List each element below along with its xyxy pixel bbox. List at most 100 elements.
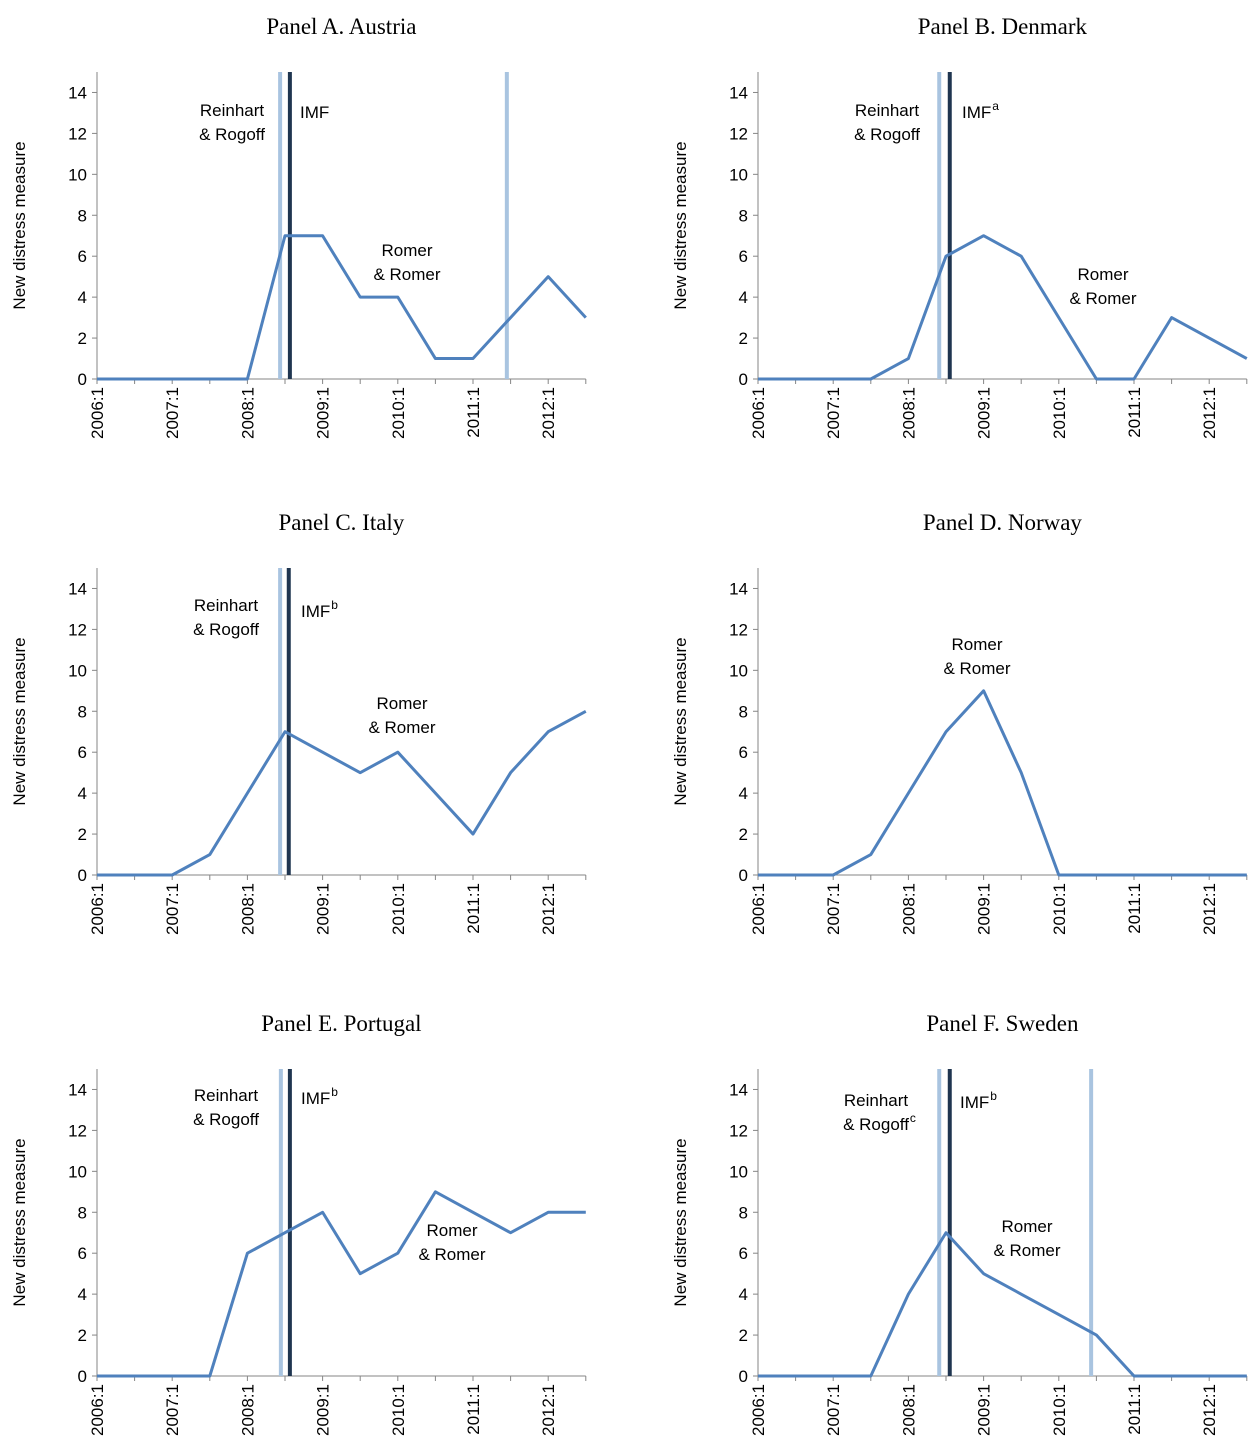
y-tick-label: 10 [68, 661, 87, 680]
annotation: Romer [376, 694, 427, 713]
x-tick-label: 2009:1 [314, 1384, 333, 1436]
data-line [97, 234, 587, 381]
x-tick-label: 2011:1 [1125, 883, 1144, 934]
x-tick-label: 2006:1 [749, 387, 768, 439]
y-axis-title: New distress measure [671, 141, 690, 309]
y-tick-label: 12 [68, 124, 87, 143]
annotation: Romer [426, 1221, 477, 1240]
y-tick-label: 8 [78, 702, 87, 721]
x-tick-label: 2006:1 [749, 883, 768, 935]
y-tick-label: 4 [78, 784, 87, 803]
panel-title: Panel F. Sweden [926, 1011, 1079, 1036]
x-tick-label: 2007:1 [824, 883, 843, 935]
y-tick-label: 10 [729, 165, 748, 184]
panel-title: Panel D. Norway [923, 510, 1083, 535]
y-tick-label: 2 [739, 329, 748, 348]
y-tick-label: 10 [729, 1162, 748, 1181]
data-line [758, 234, 1248, 381]
annotation: Romer [951, 635, 1002, 654]
x-tick-label: 2007:1 [163, 883, 182, 935]
y-tick-label: 14 [729, 83, 748, 102]
y-axis-title: New distress measure [10, 1138, 29, 1306]
y-tick-label: 8 [739, 1203, 748, 1222]
annotation: & Romer [1069, 289, 1136, 308]
y-tick-label: 6 [739, 743, 748, 762]
x-tick-label: 2012:1 [1200, 883, 1219, 935]
x-tick-label: 2008:1 [899, 1384, 918, 1436]
y-tick-label: 12 [68, 1121, 87, 1140]
y-tick-label: 4 [78, 1285, 87, 1304]
annotation: Romer [1001, 1217, 1052, 1236]
y-tick-label: 4 [739, 784, 748, 803]
annotation: & Rogoff [193, 620, 259, 639]
y-tick-label: 12 [729, 620, 748, 639]
annotation: & Romer [993, 1241, 1060, 1260]
y-tick-label: 10 [729, 661, 748, 680]
annotation-superscript: b [331, 1085, 338, 1099]
x-tick-label: 2006:1 [88, 387, 107, 439]
annotation: Reinhart [855, 101, 920, 120]
annotation: Romer [1077, 265, 1128, 284]
data-line [758, 689, 1247, 877]
x-tick-label: 2007:1 [163, 1384, 182, 1436]
x-tick-label: 2006:1 [749, 1384, 768, 1436]
y-tick-label: 12 [729, 1121, 748, 1140]
x-tick-label: 2008:1 [899, 387, 918, 439]
y-tick-label: 14 [729, 1080, 748, 1099]
y-tick-label: 10 [68, 1162, 87, 1181]
annotation: IMF [301, 602, 330, 621]
y-tick-label: 2 [78, 825, 87, 844]
y-tick-label: 0 [78, 866, 87, 885]
data-line [97, 1190, 586, 1378]
x-tick-label: 2010:1 [1050, 1384, 1069, 1436]
annotation-superscript: a [992, 99, 999, 113]
x-tick-label: 2011:1 [1125, 1384, 1144, 1435]
x-tick-label: 2009:1 [314, 387, 333, 439]
x-tick-label: 2007:1 [163, 387, 182, 439]
annotation: IMF [300, 103, 329, 122]
annotation-superscript: b [331, 598, 338, 612]
x-tick-label: 2009:1 [975, 1384, 994, 1436]
y-axis-title: New distress measure [10, 637, 29, 805]
y-tick-label: 4 [739, 1285, 748, 1304]
x-tick-label: 2012:1 [539, 387, 558, 439]
panel-title: Panel A. Austria [266, 14, 416, 39]
x-tick-label: 2008:1 [899, 883, 918, 935]
annotation: & Romer [368, 718, 435, 737]
annotation: & Romer [943, 659, 1010, 678]
y-tick-label: 8 [78, 206, 87, 225]
panel-title: Panel C. Italy [278, 510, 404, 535]
annotation: Reinhart [200, 101, 265, 120]
annotation-superscript: c [910, 1111, 916, 1125]
x-tick-label: 2009:1 [975, 883, 994, 935]
y-tick-label: 0 [739, 866, 748, 885]
annotation: & Romer [373, 265, 440, 284]
y-tick-label: 2 [739, 1326, 748, 1345]
annotation: & Rogoff [854, 125, 920, 144]
x-tick-label: 2011:1 [1125, 387, 1144, 438]
x-tick-label: 2009:1 [314, 883, 333, 935]
y-axis-title: New distress measure [671, 637, 690, 805]
annotation: & Rogoff [199, 125, 265, 144]
annotation: Reinhart [194, 1086, 259, 1105]
y-tick-label: 8 [739, 206, 748, 225]
x-tick-label: 2011:1 [464, 387, 483, 438]
y-tick-label: 6 [78, 247, 87, 266]
y-tick-label: 8 [739, 702, 748, 721]
y-tick-label: 4 [78, 288, 87, 307]
y-tick-label: 0 [739, 370, 748, 389]
y-tick-label: 6 [739, 1244, 748, 1263]
y-tick-label: 14 [68, 83, 87, 102]
annotation-superscript: b [990, 1089, 997, 1103]
x-tick-label: 2010:1 [389, 1384, 408, 1436]
y-tick-label: 14 [729, 579, 748, 598]
x-tick-label: 2009:1 [975, 387, 994, 439]
y-tick-label: 0 [739, 1367, 748, 1386]
x-tick-label: 2007:1 [824, 387, 843, 439]
y-axis-title: New distress measure [671, 1138, 690, 1306]
y-tick-label: 2 [78, 329, 87, 348]
annotation: Romer [381, 241, 432, 260]
panel-title: Panel B. Denmark [918, 14, 1088, 39]
x-tick-label: 2008:1 [238, 1384, 257, 1436]
